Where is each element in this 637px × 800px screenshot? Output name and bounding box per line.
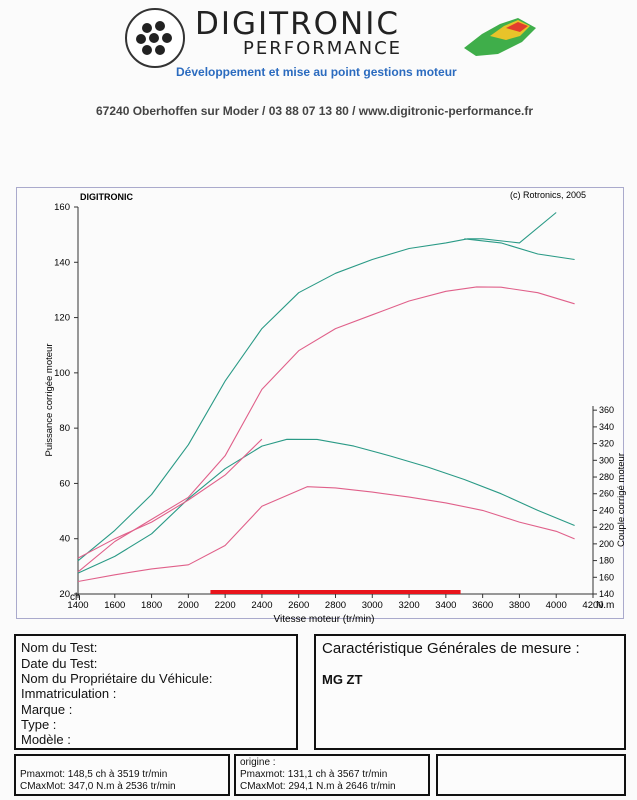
test-date-label: Date du Test:: [21, 656, 98, 671]
right-unit-label: N.m: [596, 600, 614, 611]
original-torque-curve: [77, 486, 575, 583]
logo-emblem: [125, 8, 185, 68]
chart-axes: [77, 207, 594, 595]
modified-power-curve: [464, 238, 575, 261]
empty-results-box: [436, 754, 626, 796]
logo-dots-icon: [136, 21, 172, 55]
modified-results-box: Pmaxmot: 148,5 ch à 3519 tr/min CMaxMot:…: [14, 754, 230, 796]
y-left-tick-label: 140: [54, 257, 70, 268]
x-tick-label: 3000: [362, 600, 383, 611]
y-right-tick-label: 240: [599, 505, 614, 515]
test-name-label: Nom du Test:: [21, 640, 98, 655]
original-results-box: origine : Pmaxmot: 131,1 ch à 3567 tr/mi…: [234, 754, 430, 796]
x-tick-label: 2400: [251, 600, 272, 611]
x-tick-label: 4000: [546, 600, 567, 611]
vehicle-name: MG ZT: [322, 672, 363, 687]
modified-max-power: Pmaxmot: 148,5 ch à 3519 tr/min: [20, 769, 168, 780]
original-power-curve: [77, 438, 263, 559]
y-right-tick-label: 140: [599, 589, 614, 599]
chart-series: [77, 212, 575, 583]
y-left-tick-label: 40: [59, 534, 70, 545]
y-right-tick-label: 360: [599, 405, 614, 415]
y-right-axis-ticks: 140 160 180 200 220 240 260 280 300 320 340 360: [593, 405, 614, 599]
brand-subtitle: PERFORMANCE: [243, 38, 403, 59]
y-right-tick-label: 260: [599, 489, 614, 499]
x-tick-label: 3200: [399, 600, 420, 611]
y-right-tick-label: 340: [599, 422, 614, 432]
y-right-tick-label: 180: [599, 556, 614, 566]
y-left-tick-label: 20: [59, 589, 70, 600]
test-info-box: Nom du Test: Date du Test: Nom du Propri…: [14, 634, 298, 750]
original-max-torque: CMaxMot: 294,1 N.m à 2646 tr/min: [240, 781, 396, 792]
tagline: Développement et mise au point gestions …: [176, 65, 457, 79]
original-power-curve: [77, 286, 575, 573]
y-right-axis-label: Couple corrigé moteur: [616, 453, 627, 547]
type-label: Type :: [21, 717, 57, 732]
y-left-tick-label: 80: [59, 423, 70, 434]
measure-box: Caractéristique Générales de mesure : MG…: [314, 634, 626, 750]
x-axis-label: Vitesse moteur (tr/min): [274, 614, 375, 625]
y-right-tick-label: 160: [599, 572, 614, 582]
make-label: Marque :: [21, 702, 73, 717]
x-tick-label: 2000: [178, 600, 199, 611]
x-tick-label: 1400: [67, 600, 88, 611]
contact-address: 67240 Oberhoffen sur Moder / 03 88 07 13…: [96, 104, 534, 118]
x-tick-label: 2200: [215, 600, 236, 611]
y-left-tick-label: 60: [59, 478, 70, 489]
y-right-tick-label: 280: [599, 472, 614, 482]
measure-title: Caractéristique Générales de mesure :: [322, 640, 580, 657]
x-tick-label: 4200: [582, 600, 603, 611]
y-left-axis-label: Puissance corrigée moteur: [44, 344, 55, 457]
modified-torque-curve: [77, 438, 575, 574]
x-tick-label: 3600: [472, 600, 493, 611]
modified-power-curve: [77, 212, 557, 562]
y-left-tick-label: 120: [54, 313, 70, 324]
y-right-tick-label: 200: [599, 539, 614, 549]
model-label: Modèle :: [21, 732, 71, 747]
x-tick-label: 2800: [325, 600, 346, 611]
x-tick-label: 2600: [288, 600, 309, 611]
original-max-power: Pmaxmot: 131,1 ch à 3567 tr/min: [240, 769, 388, 780]
chart-title: DIGITRONIC: [80, 192, 133, 202]
y-left-tick-label: 160: [54, 202, 70, 213]
x-tick-label: 1800: [141, 600, 162, 611]
y-right-tick-label: 300: [599, 455, 614, 465]
y-right-tick-label: 220: [599, 522, 614, 532]
y-left-axis-ticks: 20 40 60 80 100 120 140 160: [54, 202, 78, 600]
x-tick-label: 1600: [104, 600, 125, 611]
original-label: origine :: [240, 757, 276, 768]
brand-title: DIGITRONIC: [195, 6, 401, 42]
y-left-tick-label: 100: [54, 368, 70, 379]
chart-copyright: (c) Rotronics, 2005: [510, 190, 586, 200]
left-unit-label: ch: [70, 592, 81, 603]
x-tick-label: 3400: [435, 600, 456, 611]
x-tick-label: 3800: [509, 600, 530, 611]
registration-label: Immatriculation :: [21, 686, 117, 701]
dyno-chart-frame: [16, 187, 624, 619]
y-right-tick-label: 320: [599, 439, 614, 449]
dyno-surface-logo-icon: [462, 14, 538, 63]
modified-max-torque: CMaxMot: 347,0 N.m à 2536 tr/min: [20, 781, 176, 792]
x-axis-ticks: 1400 1600 1800 2000 2200 2400 2600 2800 3000 3200…: [67, 594, 604, 611]
owner-name-label: Nom du Propriétaire du Véhicule:: [21, 671, 213, 686]
